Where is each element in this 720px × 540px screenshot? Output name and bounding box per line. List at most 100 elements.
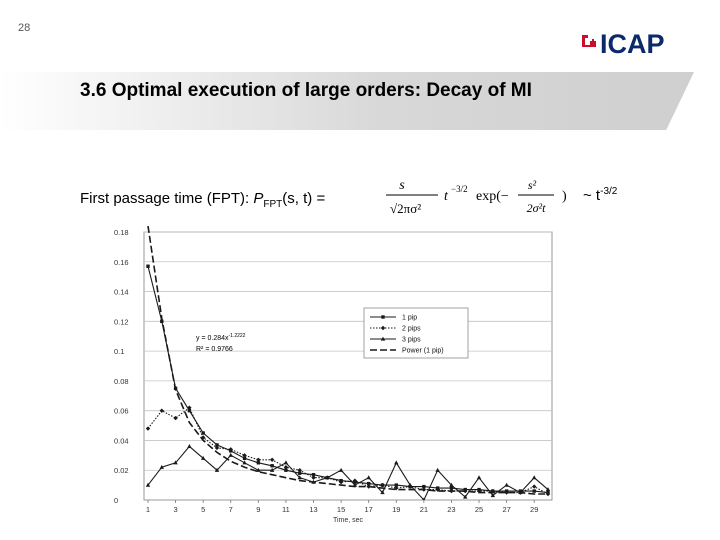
data-point-triangle	[545, 487, 551, 492]
x-tick-label: 9	[256, 505, 260, 514]
x-tick-label: 21	[420, 505, 428, 514]
x-tick-label: 23	[447, 505, 455, 514]
data-point-diamond	[159, 408, 164, 413]
data-point-triangle	[187, 444, 192, 448]
y-tick-label: 0.14	[114, 288, 129, 297]
data-point-square	[256, 461, 261, 465]
x-tick-label: 19	[392, 505, 400, 514]
formula-label-args: (s, t) =	[282, 190, 326, 207]
formula-t: t	[444, 189, 449, 204]
data-point-diamond	[145, 426, 151, 431]
y-tick-label: 0.18	[114, 228, 129, 237]
data-point-triangle	[422, 497, 426, 500]
x-tick-label: 11	[282, 505, 290, 514]
data-point-triangle	[463, 494, 468, 499]
x-tick-label: 25	[475, 505, 483, 514]
data-point-diamond	[297, 468, 302, 473]
logo-text: ICAP	[600, 29, 665, 58]
y-tick-label: 0.1	[114, 347, 124, 356]
data-point-diamond	[380, 325, 386, 331]
axes: 00.020.040.060.080.10.120.140.160.181 3 5 7…	[114, 228, 538, 524]
plot-area	[143, 231, 553, 501]
formula-label-p: P	[253, 190, 264, 207]
data-point-diamond	[283, 465, 289, 470]
formula-exp: exp(−	[476, 189, 509, 204]
fpt-decay-chart: 00.020.040.060.080.10.120.140.160.181 3 5 7…	[114, 225, 553, 524]
data-point-triangle	[159, 464, 164, 469]
data-point-diamond	[269, 457, 275, 462]
series-line	[147, 406, 549, 495]
formula-exp-numerator: s²	[528, 178, 537, 192]
data-point-square	[146, 264, 150, 268]
x-tick-label: 1	[146, 505, 150, 514]
x-tick-label: 17	[365, 505, 373, 514]
asymptotic-note: ~ t-3/2	[583, 186, 617, 204]
data-point-triangle	[407, 482, 413, 487]
data-point-triangle	[476, 475, 482, 480]
data-point-diamond	[380, 482, 385, 488]
trend-r-squared: R² = 0.9766	[196, 346, 233, 353]
data-point-square	[394, 483, 398, 487]
formula-label-prefix: First passage time (FPT):	[80, 190, 254, 207]
y-tick-label: 0.06	[114, 407, 129, 416]
data-point-square	[187, 408, 192, 413]
data-point-square	[381, 315, 385, 319]
data-point-triangle	[214, 467, 220, 472]
data-point-diamond	[200, 435, 206, 440]
series-lines	[145, 225, 551, 500]
data-point-square	[366, 481, 371, 486]
data-point-triangle	[490, 493, 496, 498]
formula-exp-denominator: 2σ²t	[527, 201, 547, 215]
svg-text:y = 0.284x-1.2222: y = 0.284x-1.2222	[196, 333, 246, 342]
y-tick-label: 0.04	[114, 436, 129, 445]
formula-label-sub: FPT	[263, 199, 283, 210]
title-bar	[0, 72, 694, 130]
data-point-diamond	[545, 491, 551, 497]
page-number: 28	[18, 22, 31, 34]
x-tick-label: 13	[309, 505, 317, 514]
data-point-square	[449, 486, 454, 490]
data-point-triangle	[325, 475, 330, 480]
data-point-triangle	[242, 460, 247, 465]
data-point-triangle	[145, 482, 151, 487]
data-point-triangle	[504, 482, 509, 487]
data-point-diamond	[338, 479, 344, 485]
data-point-diamond	[242, 453, 247, 458]
formula-label: First passage time (FPT): PFPT(s, t) =	[80, 190, 325, 210]
y-tick-label: 0.16	[114, 258, 129, 267]
x-tick-label: 5	[201, 505, 205, 514]
logo-mark-icon	[582, 31, 596, 47]
legend-label: 2 pips	[402, 326, 421, 333]
data-point-triangle	[200, 455, 206, 460]
fpt-formula: s √2πσ² t −3/2 exp(− s² 2σ²t )	[386, 178, 567, 216]
y-tick-label: 0.02	[114, 466, 129, 475]
formula-numerator: s	[399, 178, 405, 193]
trend-equation: y = 0.284x	[196, 335, 229, 342]
y-tick-label: 0.12	[114, 317, 129, 326]
series-3-pips	[145, 444, 551, 500]
data-point-square	[298, 471, 302, 475]
data-point-triangle	[532, 475, 537, 480]
data-point-triangle	[173, 460, 178, 465]
data-point-triangle	[269, 467, 275, 472]
data-point-diamond	[504, 490, 509, 495]
data-point-triangle	[338, 467, 344, 472]
data-point-triangle	[283, 460, 289, 465]
asymptotic-exponent: -3/2	[600, 186, 618, 197]
data-point-triangle	[228, 452, 233, 457]
x-tick-label: 29	[530, 505, 538, 514]
data-point-diamond	[256, 457, 261, 462]
data-point-triangle	[380, 336, 386, 341]
data-point-diamond	[187, 405, 192, 410]
trend-equation-exponent: -1.2222	[229, 333, 246, 339]
data-point-triangle	[380, 490, 385, 495]
data-point-square	[532, 489, 536, 493]
slide-title: 3.6 Optimal execution of large orders: D…	[80, 80, 532, 101]
legend-label: 1 pip	[402, 315, 417, 322]
x-tick-label: 15	[337, 505, 345, 514]
data-point-triangle	[449, 482, 454, 487]
data-point-triangle	[256, 467, 261, 472]
data-point-square	[270, 464, 274, 468]
series-line	[147, 225, 548, 495]
data-point-diamond	[532, 484, 537, 489]
